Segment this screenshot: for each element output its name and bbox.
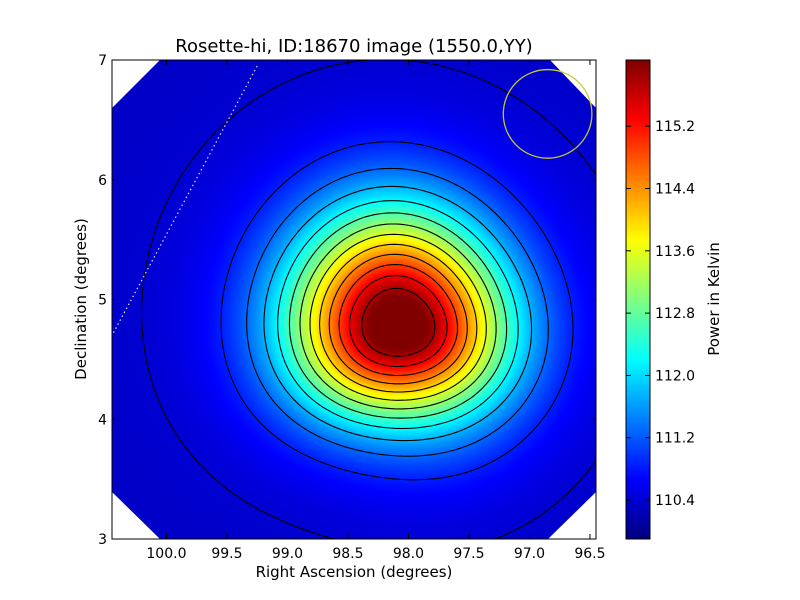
colorbar-tick-label: 110.4 xyxy=(655,493,695,509)
blank-corner-bottom-left xyxy=(112,492,160,539)
colorbar-tick-label: 113.6 xyxy=(655,244,695,260)
contour-level-13 xyxy=(361,287,436,357)
x-tick-label: 97.5 xyxy=(453,546,484,562)
contour-level-5 xyxy=(277,200,519,430)
contour-level-2 xyxy=(220,141,574,481)
contour-level-1 xyxy=(141,60,596,539)
colorbar-tick-label: 112.0 xyxy=(655,368,695,384)
x-tick-label: 98.5 xyxy=(332,546,363,562)
contour-level-4 xyxy=(263,185,533,442)
colorbar-tick-label: 111.2 xyxy=(655,431,695,447)
plot-area xyxy=(111,59,597,540)
contour-level-3 xyxy=(246,167,549,457)
chart-title: Rosette-hi, ID:18670 image (1550.0,YY) xyxy=(175,36,532,57)
colorbar-tick-label: 114.4 xyxy=(655,182,695,198)
x-tick-label: 98.0 xyxy=(393,546,424,562)
x-axis: 100.0 99.5 99.0 98.5 98.0 97.5 97.0 96.5 xyxy=(146,60,606,562)
blank-corner-bottom-right xyxy=(548,492,596,539)
contour-level-9 xyxy=(319,243,478,393)
contour-level-6 xyxy=(288,212,508,419)
x-tick-label: 100.0 xyxy=(146,546,186,562)
contour-level-10 xyxy=(328,253,468,385)
y-axis-label: Declination (degrees) xyxy=(72,218,90,380)
colorbar-ticks: 110.4 111.2 112.0 112.8 113.6 114.4 115.2 xyxy=(626,119,695,509)
x-tick-label: 99.0 xyxy=(272,546,303,562)
colorbar-tick-label: 115.2 xyxy=(655,119,695,135)
contour-level-8 xyxy=(309,233,487,401)
y-tick-label: 7 xyxy=(98,53,107,69)
dotted-line xyxy=(112,65,258,336)
x-tick-label: 99.5 xyxy=(211,546,242,562)
colorbar-label: Power in Kelvin xyxy=(705,242,723,356)
contour-level-7 xyxy=(299,223,497,410)
y-axis: 3 4 5 6 7 xyxy=(98,53,596,548)
contour-level-12 xyxy=(349,275,448,368)
y-tick-label: 4 xyxy=(98,412,107,428)
contour-lines xyxy=(141,60,596,539)
colorbar: 110.4 111.2 112.0 112.8 113.6 114.4 115.2 Powe… xyxy=(625,59,723,540)
colorbar-tick-label: 112.8 xyxy=(655,306,695,322)
y-tick-label: 3 xyxy=(98,532,107,548)
x-axis-label: Right Ascension (degrees) xyxy=(256,563,453,581)
x-tick-label: 96.5 xyxy=(574,546,605,562)
blank-corner-top-left xyxy=(112,60,160,108)
colorbar-gradient xyxy=(626,60,650,539)
contour-level-11 xyxy=(338,264,459,377)
colorbar-frame xyxy=(625,59,651,540)
x-tick-label: 97.0 xyxy=(514,546,545,562)
y-tick-label: 5 xyxy=(98,293,107,309)
heatmap-image xyxy=(112,60,596,539)
y-tick-label: 6 xyxy=(98,173,107,189)
beam-circle xyxy=(502,68,593,159)
